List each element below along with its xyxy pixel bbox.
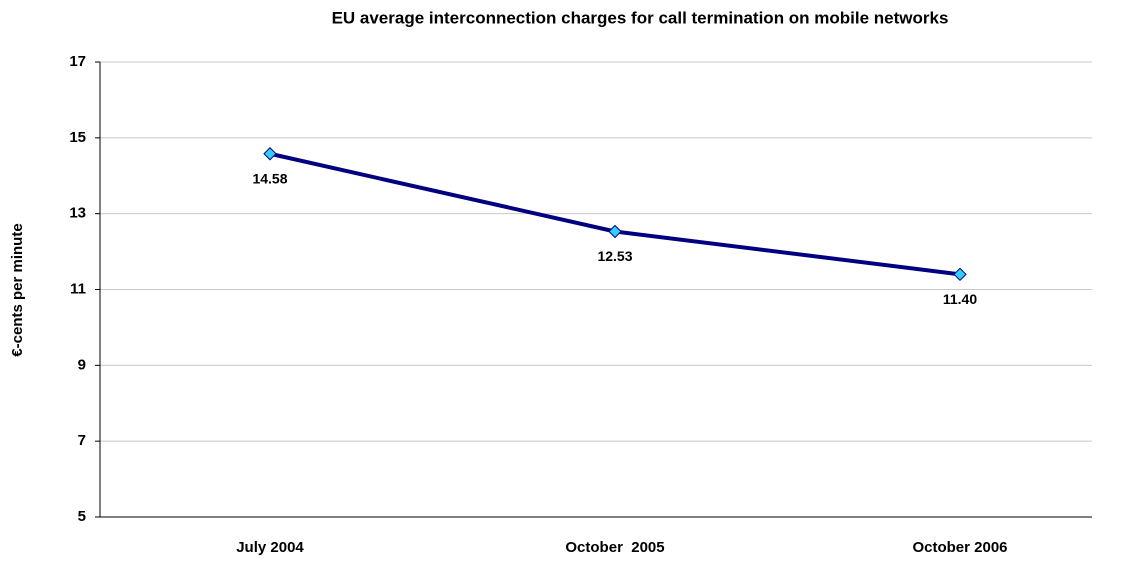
marker [263, 147, 277, 161]
y-tick-label: 5 [78, 508, 86, 525]
y-tick-label: 13 [69, 205, 86, 222]
y-axis-label: €-cents per minute [9, 223, 26, 356]
y-tick-label: 17 [69, 53, 86, 70]
marker [953, 267, 967, 282]
y-tick-label: 9 [78, 356, 86, 373]
data-label: 12.53 [597, 248, 632, 264]
y-tick-label: 7 [78, 432, 86, 449]
y-tick-label: 11 [70, 280, 86, 297]
x-tick-label: October 2006 [912, 539, 1007, 556]
x-tick-label: July 2004 [236, 539, 304, 556]
marker [608, 224, 622, 239]
data-label: 14.58 [252, 170, 287, 186]
x-tick-label: October 2005 [565, 539, 664, 556]
chart-title: EU average interconnection charges for c… [332, 8, 949, 27]
data-label: 11.40 [943, 291, 977, 307]
y-tick-label: 15 [69, 129, 86, 146]
